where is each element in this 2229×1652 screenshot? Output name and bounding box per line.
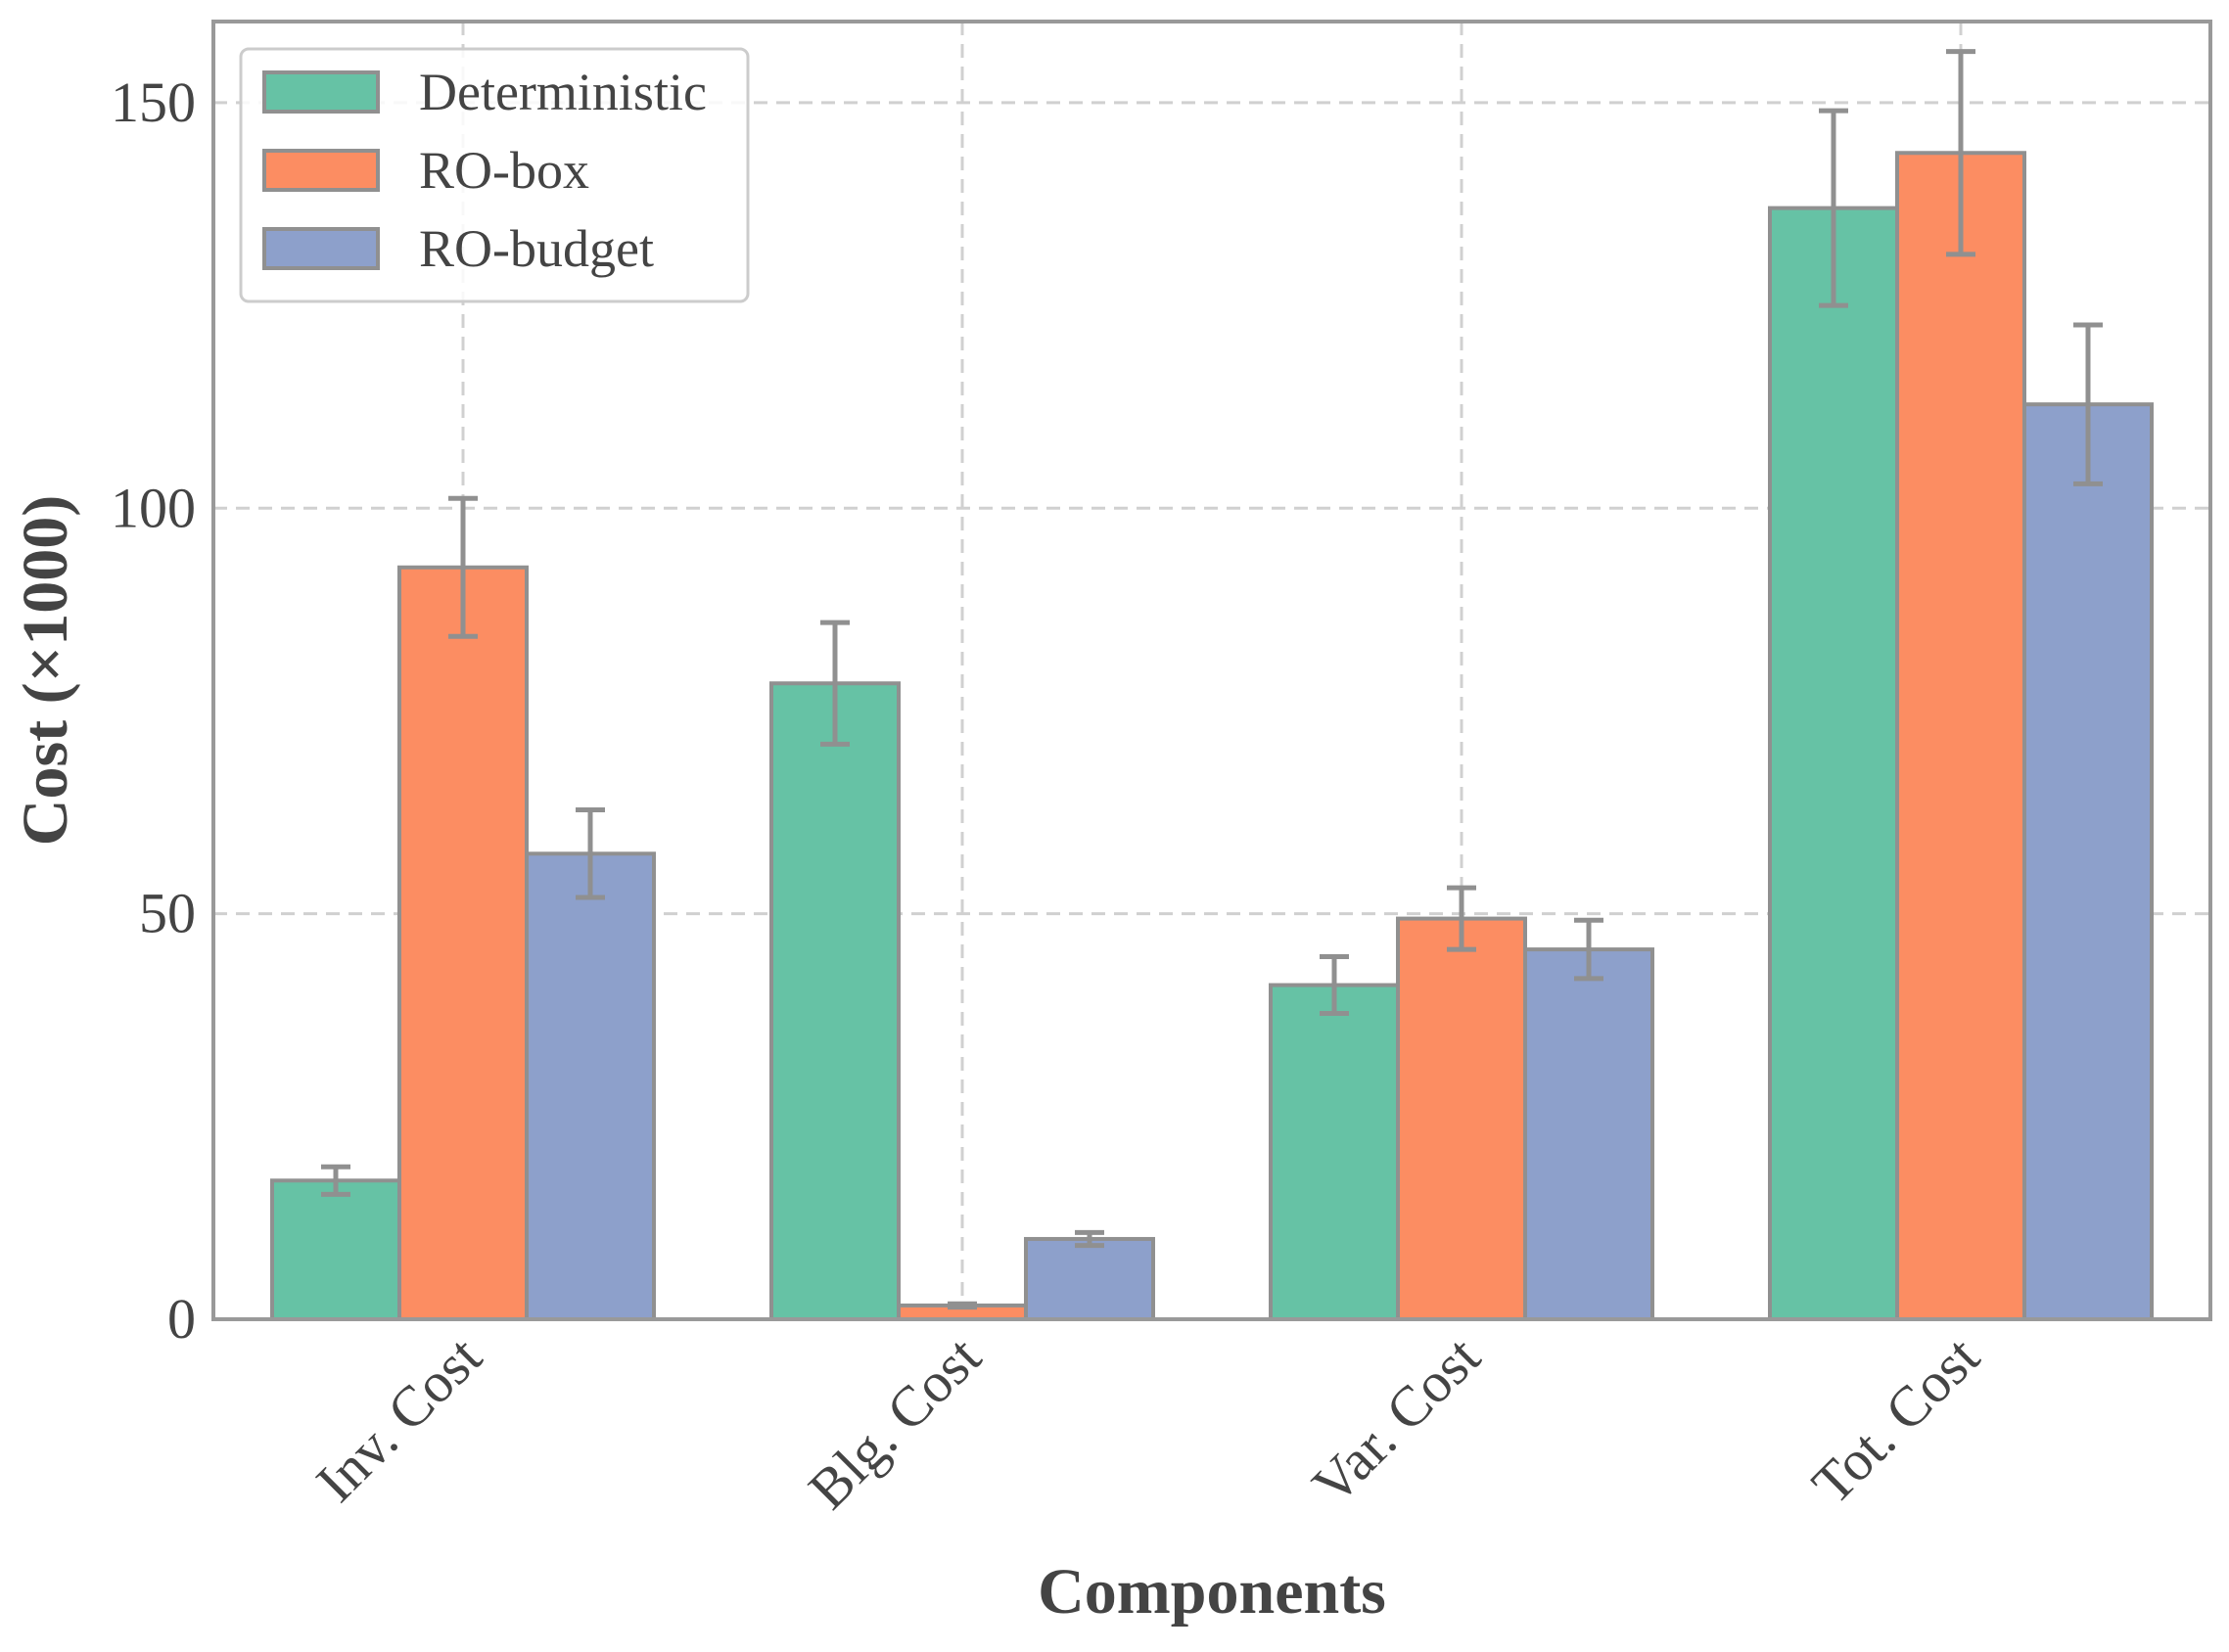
bar-ro-box-3 (1895, 151, 2026, 1322)
error-bar-ro-budget-1 (1075, 1229, 1104, 1249)
y-axis-title: Cost (×1000) (10, 495, 81, 846)
y-tick-label-0: 0 (167, 1287, 196, 1351)
error-bar-deterministic-3 (1819, 108, 1848, 308)
error-bar-ro-budget-3 (2073, 322, 2103, 486)
error-bar-ro-box-2 (1447, 885, 1476, 952)
x-axis-title: Components (1038, 1556, 1386, 1628)
bar-ro-budget-0 (525, 851, 656, 1321)
bar-ro-budget-3 (2022, 402, 2154, 1322)
y-tick-labels: 0 50 100 150 (111, 70, 196, 1351)
error-bar-ro-box-3 (1946, 49, 1975, 257)
x-tick-label-2: Var. Cost (1300, 1324, 1492, 1516)
error-bar-deterministic-2 (1320, 954, 1349, 1017)
error-bar-deterministic-1 (820, 620, 850, 747)
bar-ro-box-2 (1396, 916, 1527, 1321)
x-tick-label-1: Blg. Cost (796, 1324, 993, 1521)
bar-deterministic-3 (1768, 206, 1899, 1321)
error-bar-ro-budget-2 (1574, 917, 1603, 982)
bar-ro-budget-1 (1024, 1236, 1155, 1321)
bar-deterministic-2 (1269, 983, 1400, 1321)
error-bar-ro-box-0 (448, 495, 478, 639)
error-bar-ro-budget-0 (576, 807, 605, 900)
bars (270, 151, 2154, 1322)
y-tick-label-100: 100 (111, 476, 196, 539)
y-tick-label-50: 50 (139, 882, 196, 945)
legend-swatch-ro-budget (262, 227, 380, 270)
x-tick-label-3: Tot. Cost (1799, 1324, 1991, 1516)
bar-deterministic-0 (270, 1178, 401, 1321)
legend-label-deterministic: Deterministic (419, 63, 707, 121)
error-bar-deterministic-0 (321, 1164, 350, 1197)
error-bars (321, 49, 2103, 1310)
plot-frame (211, 20, 2212, 1321)
bar-ro-box-0 (397, 565, 529, 1321)
legend-label-ro-budget: RO-budget (419, 219, 654, 278)
error-bar-ro-box-1 (948, 1301, 977, 1310)
y-tick-label-150: 150 (111, 70, 196, 134)
legend-swatch-ro-box (262, 149, 380, 192)
x-tick-labels: Inv. Cost Blg. Cost Var. Cost Tot. Cost (304, 1324, 1992, 1521)
legend-swatch-deterministic (262, 70, 380, 114)
x-tick-label-0: Inv. Cost (304, 1324, 494, 1514)
legend: Deterministic RO-box RO-budget (239, 47, 750, 303)
bar-ro-budget-2 (1523, 947, 1654, 1322)
bar-deterministic-1 (769, 681, 901, 1321)
legend-label-ro-box: RO-box (419, 141, 589, 200)
